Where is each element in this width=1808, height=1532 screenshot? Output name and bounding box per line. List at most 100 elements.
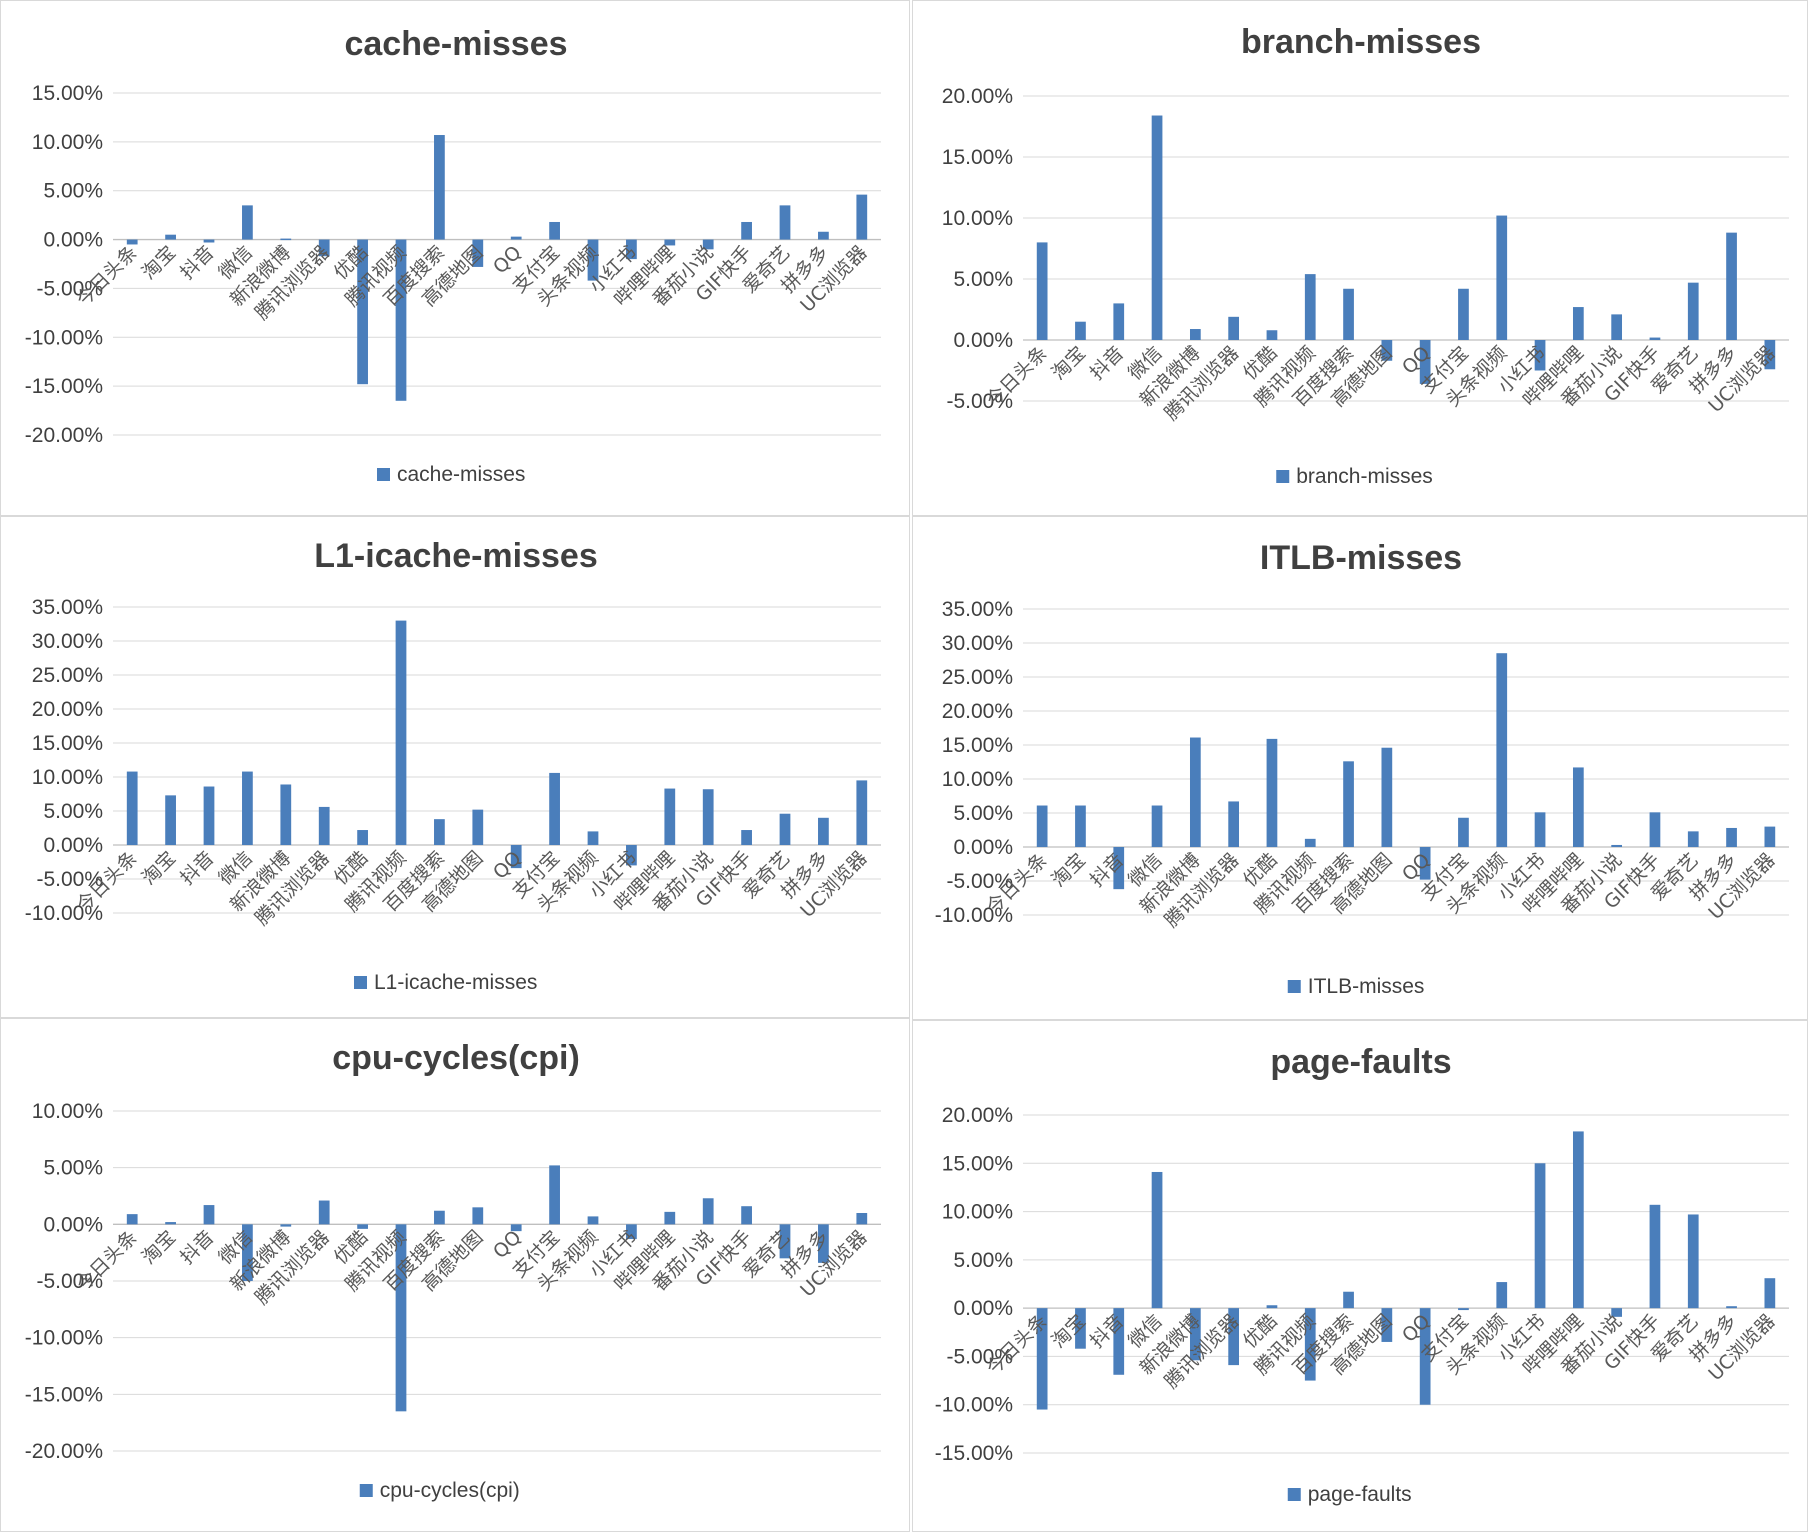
y-tick-label: 5.00% (43, 180, 103, 203)
bar-新浪微博 (280, 1224, 292, 1227)
bar-拼多多 (818, 1224, 829, 1263)
bar-小红书 (1534, 340, 1546, 371)
bar-抖音 (1113, 1308, 1125, 1375)
bar-支付宝 (1458, 288, 1469, 340)
chart-svg: ITLB-misses 35.00% 30.00% 25.00% 20.00% 15.00… (935, 539, 1789, 998)
bar-头条视频 (587, 239, 599, 281)
x-tick-label: 淘宝 (1048, 849, 1090, 891)
legend-swatch (377, 468, 390, 481)
chart-title: branch-misses (1241, 23, 1481, 61)
bar-今日头条 (126, 771, 138, 845)
bar-QQ (510, 1224, 522, 1232)
y-tick-label: 10.00% (942, 768, 1013, 791)
x-tick-label: 淘宝 (1048, 342, 1090, 384)
bar-支付宝 (549, 1165, 560, 1225)
bar-优酷 (1266, 330, 1278, 340)
bar-GIF快手 (1649, 337, 1661, 340)
bar-哔哩哔哩 (664, 239, 676, 246)
bar-百度搜索 (434, 135, 445, 240)
bar-支付宝 (549, 221, 560, 240)
y-tick-label: -10.00% (25, 902, 103, 925)
bar-番茄小说 (702, 1198, 714, 1225)
y-tick-label: 10.00% (32, 1100, 103, 1123)
y-tick-label: 15.00% (942, 734, 1013, 757)
bar-爱奇艺 (779, 205, 791, 240)
bar-哔哩哔哩 (1572, 307, 1584, 340)
bar-GIF快手 (741, 830, 752, 845)
bar-UC浏览器 (856, 780, 868, 845)
y-tick-label: 20.00% (32, 698, 103, 721)
bar-GIF快手 (741, 221, 752, 240)
chart-svg: L1-icache-misses 35.00% 30.00% 25.00% 20.00%… (25, 537, 881, 994)
y-tick-label: -10.00% (25, 1327, 103, 1350)
bar-爱奇艺 (1687, 1214, 1699, 1309)
bar-高德地图 (1381, 1308, 1393, 1342)
bar-今日头条 (126, 1214, 138, 1225)
bar-QQ (1419, 1308, 1431, 1405)
y-tick-label: 35.00% (942, 598, 1013, 621)
bar-头条视频 (587, 831, 599, 845)
bar-腾讯视频 (395, 1224, 407, 1412)
legend-swatch (1287, 980, 1301, 993)
bar-番茄小说 (702, 789, 714, 845)
bar-QQ (510, 236, 522, 240)
x-tick-label: 今日头条 (72, 242, 141, 311)
bar-爱奇艺 (1687, 282, 1699, 340)
bar-腾讯浏览器 (1228, 316, 1240, 340)
chart-panel-page-faults: page-faults 20.00% 15.00% 10.00% 5.00% 0.00% -… (912, 1020, 1808, 1532)
x-tick-label: 抖音 (1086, 342, 1128, 384)
y-tick-label: 0.00% (953, 1297, 1013, 1320)
y-tick-label: 0.00% (43, 1213, 103, 1236)
bar-抖音 (203, 239, 215, 243)
bar-高德地图 (472, 239, 484, 267)
y-tick-label: 5.00% (43, 1157, 103, 1180)
bar-腾讯浏览器 (318, 239, 330, 257)
y-tick-label: 0.00% (953, 329, 1013, 352)
bar-UC浏览器 (856, 1213, 868, 1225)
bar-番茄小说 (1611, 844, 1623, 847)
y-tick-label: 25.00% (32, 664, 103, 687)
bar-高德地图 (472, 1207, 484, 1225)
bar-小红书 (1534, 812, 1546, 847)
y-tick-label: 10.00% (32, 131, 103, 154)
y-tick-label: -20.00% (25, 424, 103, 447)
bar-淘宝 (165, 1222, 176, 1225)
bar-拼多多 (1726, 232, 1737, 340)
chart-title: L1-icache-misses (314, 537, 598, 575)
x-tick-label: 淘宝 (138, 847, 180, 889)
bar-淘宝 (1075, 1308, 1086, 1349)
chart-title: page-faults (1270, 1043, 1451, 1081)
y-tick-label: -5.00% (36, 1270, 103, 1293)
y-tick-label: 15.00% (32, 82, 103, 105)
bar-新浪微博 (1189, 329, 1201, 340)
y-tick-label: -15.00% (25, 375, 103, 398)
bar-微信 (1151, 1171, 1163, 1309)
bar-抖音 (1113, 303, 1125, 340)
bar-优酷 (357, 830, 368, 845)
y-tick-label: -10.00% (935, 904, 1013, 927)
y-tick-label: 15.00% (942, 146, 1013, 169)
y-tick-label: 5.00% (43, 800, 103, 823)
y-tick-label: 25.00% (942, 666, 1013, 689)
legend-label: cache-misses (397, 463, 525, 486)
bar-淘宝 (165, 234, 176, 240)
legend-swatch (354, 976, 367, 989)
chart-panel-l1-icache-misses: L1-icache-misses 35.00% 30.00% 25.00% 20.00%… (0, 516, 910, 1018)
legend-label: L1-icache-misses (374, 971, 537, 994)
y-tick-label: -20.00% (25, 1440, 103, 1463)
bar-拼多多 (818, 231, 829, 240)
bar-QQ (1419, 847, 1431, 880)
bar-拼多多 (818, 817, 829, 845)
bar-番茄小说 (1611, 314, 1623, 340)
y-tick-label: 5.00% (953, 802, 1013, 825)
bar-优酷 (1266, 1305, 1278, 1309)
bar-UC浏览器 (856, 194, 868, 240)
legend-label: ITLB-misses (1308, 975, 1425, 998)
y-tick-label: 20.00% (942, 700, 1013, 723)
bar-百度搜索 (1343, 1291, 1354, 1309)
bar-拼多多 (1726, 1306, 1737, 1309)
chart-svg: page-faults 20.00% 15.00% 10.00% 5.00% 0.00% -… (935, 1043, 1789, 1506)
y-tick-label: 5.00% (953, 1249, 1013, 1272)
y-tick-label: -5.00% (36, 868, 103, 891)
chart-panel-cache-misses: cache-misses 15.00% 10.00% 5.00% 0.00% -5.00%… (0, 0, 910, 516)
